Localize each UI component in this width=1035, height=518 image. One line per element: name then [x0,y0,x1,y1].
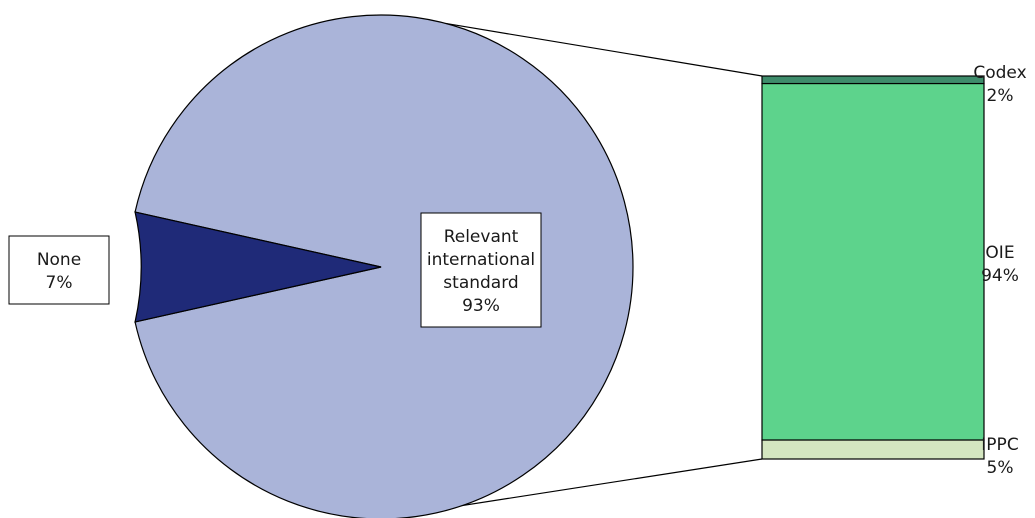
data-label-relevant-international-standard-line: standard [443,273,518,293]
data-label-none-line: 7% [46,273,73,293]
data-label-none-line: None [37,250,81,270]
bar-label-oie: OIE [985,243,1014,263]
bar-segment-ippc [761,439,985,460]
bar-label-codex: Codex [973,63,1026,83]
data-label-relevant-international-standard-line: international [427,250,535,270]
pie-chart [134,14,634,518]
bar-value-codex: 2% [987,86,1014,106]
bar-segment-codex [761,75,985,85]
bar-label-ippc: IPPC [981,435,1018,455]
pie-slice-none [134,211,382,323]
connector-line-top [445,22,763,77]
data-label-relevant-international-standard-box [420,212,542,328]
bar-value-oie: 94% [981,266,1019,286]
pie-slice-relevant-international-standard [134,14,634,518]
data-label-none-box [8,235,110,305]
chart-labels: Relevant international standard 93% None 7% Co… [8,63,1027,478]
stacked-bar [761,75,985,460]
data-label-relevant-international-standard-line: Relevant [444,227,519,247]
data-label-relevant-international-standard-line: 93% [462,296,500,316]
bar-segment-oie [761,82,985,441]
bar-value-ippc: 5% [987,458,1014,478]
